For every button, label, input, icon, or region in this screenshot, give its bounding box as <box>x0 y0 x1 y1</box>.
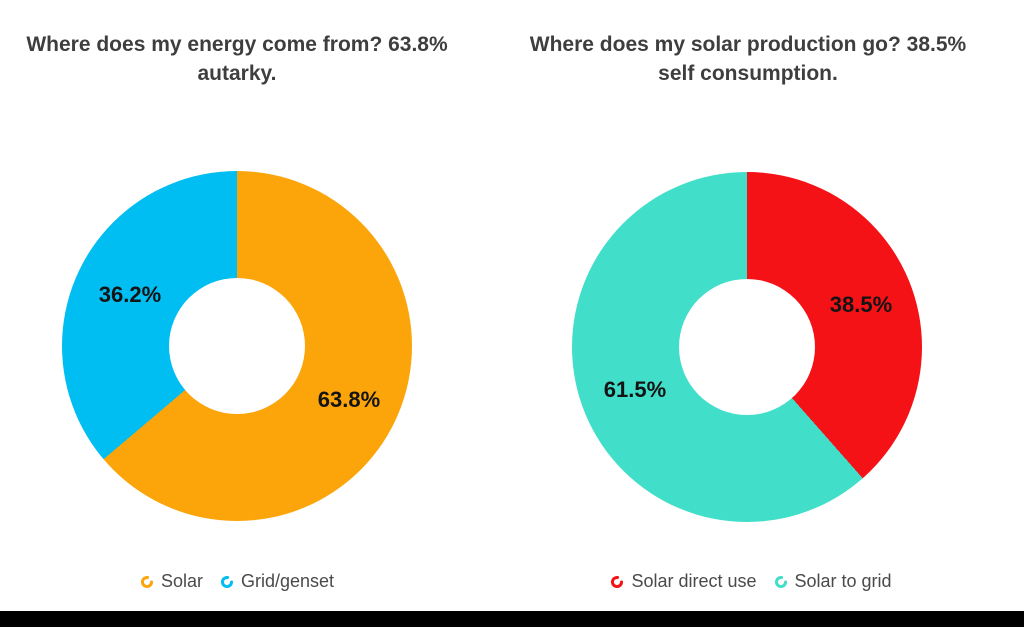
donut-hole <box>679 279 815 415</box>
solar-production-chart-title: Where does my solar production go? 38.5%… <box>529 33 967 85</box>
grid-genset-donut-arc-icon <box>220 575 234 589</box>
grid-genset-slice-label: 36.2% <box>98 282 162 307</box>
legend-item-solar[interactable]: Solar <box>140 571 203 592</box>
legend-label-grid-genset: Grid/genset <box>240 571 335 591</box>
legend-label-solar-to-grid: Solar to grid <box>794 571 892 591</box>
solar-to-grid-donut-arc-icon <box>774 575 788 589</box>
legend-item-solar-to-grid[interactable]: Solar to grid <box>774 571 892 592</box>
solar-production-legend: Solar direct use Solar to grid <box>512 571 990 592</box>
legend-item-solar-direct-use[interactable]: Solar direct use <box>610 571 757 592</box>
solar-production-donut-chart[interactable]: 38.5% 61.5% <box>572 172 922 522</box>
energy-source-chart: Where does my energy come from? 63.8% au… <box>0 0 512 611</box>
energy-source-legend: Solar Grid/genset <box>0 571 474 592</box>
legend-label-solar-direct-use: Solar direct use <box>631 571 757 591</box>
donut-hole <box>169 278 305 414</box>
solar-slice-label: 63.8% <box>317 387 381 412</box>
footer-bar <box>0 611 1024 627</box>
solar-to-grid-slice-label: 61.5% <box>603 377 667 402</box>
solar-direct-use-slice-label: 38.5% <box>829 292 893 317</box>
solar-production-chart: Where does my solar production go? 38.5%… <box>512 0 1024 611</box>
solar-donut-arc-icon <box>140 575 154 589</box>
solar-direct-use-donut-arc-icon <box>610 575 624 589</box>
legend-item-grid-genset[interactable]: Grid/genset <box>220 571 334 592</box>
legend-label-solar: Solar <box>160 571 203 591</box>
energy-source-donut-chart[interactable]: 36.2% 63.8% <box>62 171 412 521</box>
energy-source-chart-title: Where does my energy come from? 63.8% au… <box>26 33 448 85</box>
